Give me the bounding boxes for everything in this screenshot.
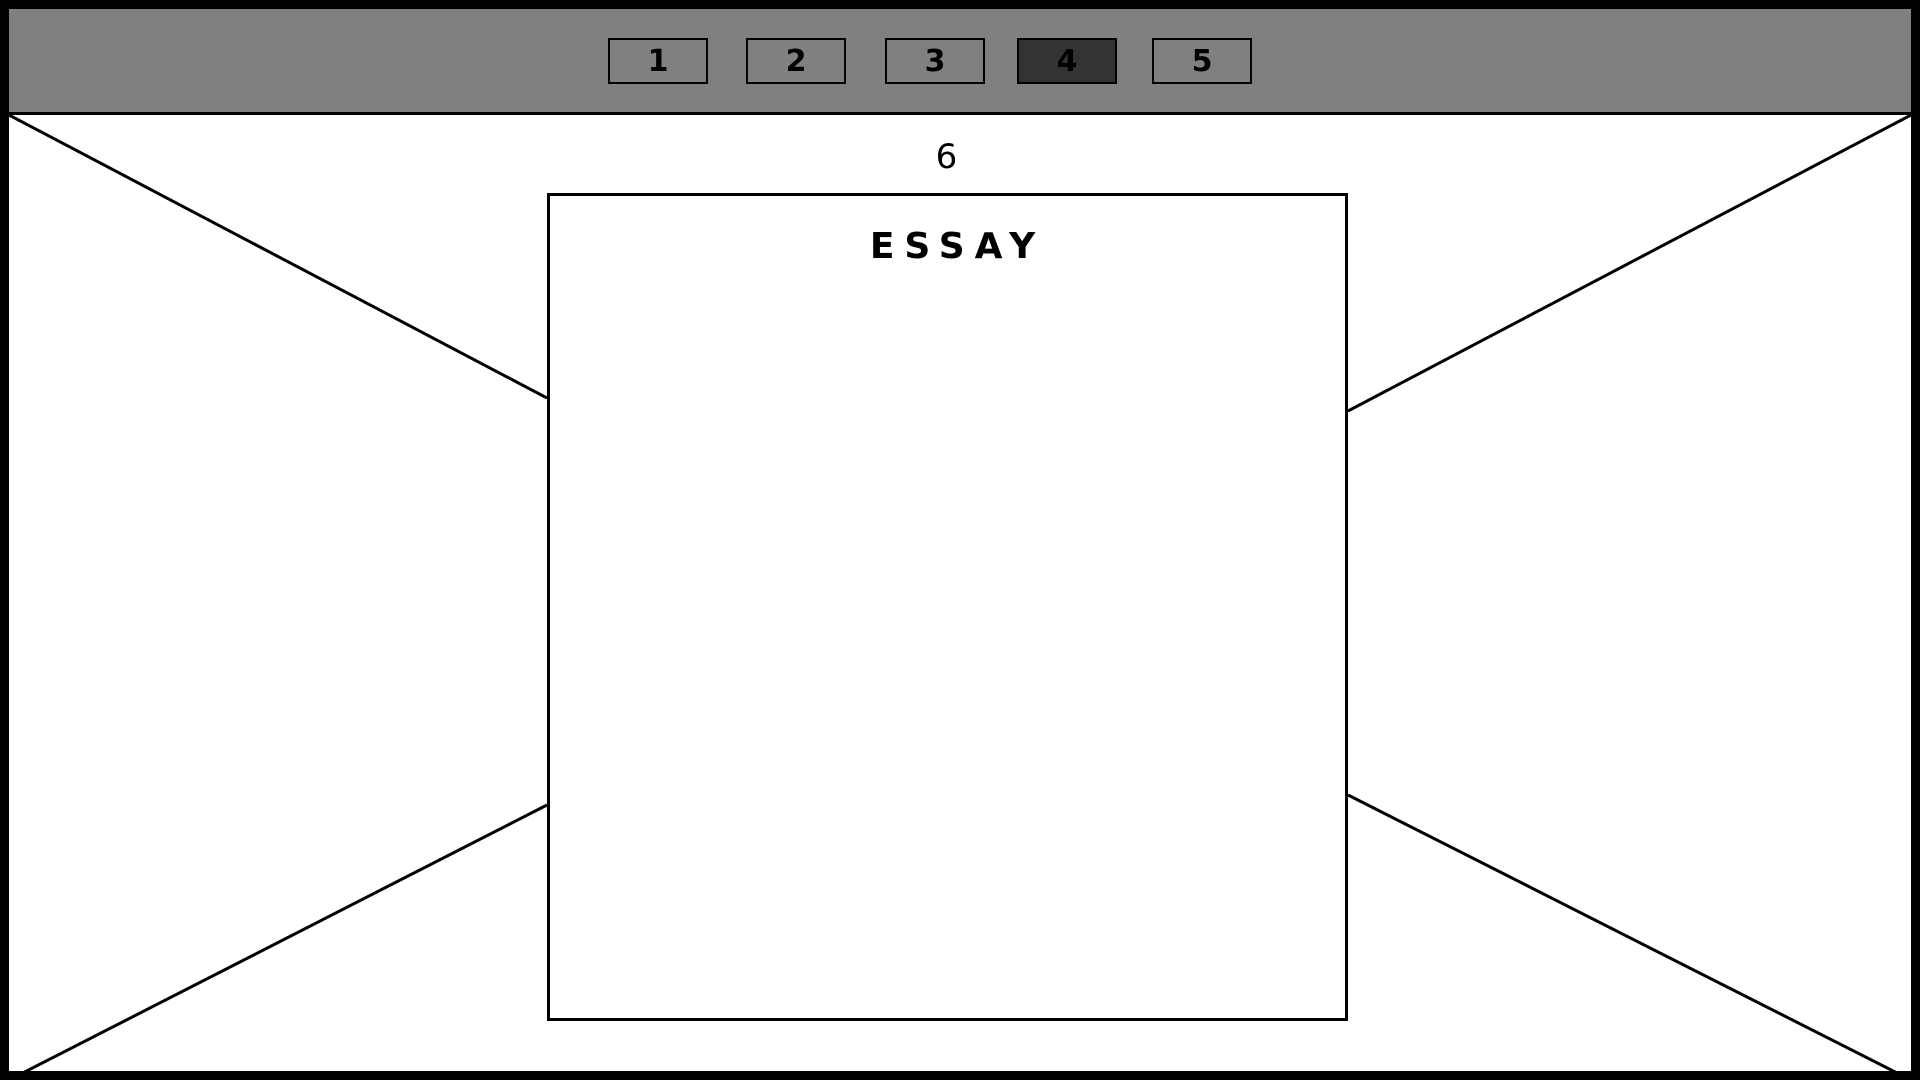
cross-line-bottom-left (23, 803, 548, 1071)
essay-title: ESSAY (869, 226, 1046, 267)
page-button-1[interactable]: 1 (608, 38, 708, 84)
page-button-4[interactable]: 4 (1017, 38, 1117, 84)
page-button-5[interactable]: 5 (1152, 38, 1252, 84)
page-number: 6 (935, 137, 958, 177)
cross-line-top-left (9, 115, 548, 400)
page-navigation-bar: 1 2 3 4 5 (9, 9, 1911, 115)
page-button-2[interactable]: 2 (746, 38, 846, 84)
cross-line-top-right (1347, 115, 1911, 413)
essay-panel: ESSAY (547, 193, 1348, 1021)
cross-line-bottom-right (1347, 793, 1897, 1071)
image-placeholder-cross (9, 115, 1911, 1071)
page-button-3[interactable]: 3 (885, 38, 985, 84)
content-area: 6 ESSAY (9, 115, 1911, 1071)
